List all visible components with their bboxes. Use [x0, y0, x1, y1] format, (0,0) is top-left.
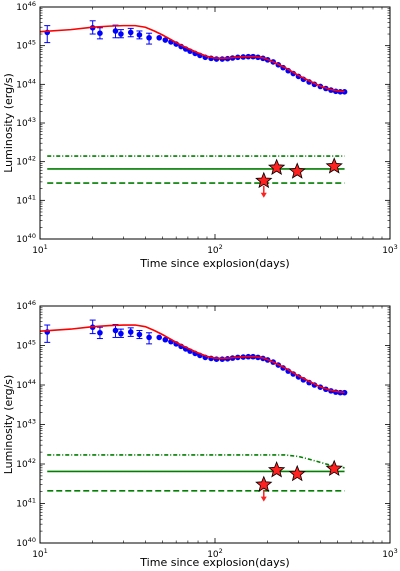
star-marker — [288, 464, 306, 482]
plot-area — [40, 319, 348, 502]
data-point — [118, 330, 124, 337]
y-tick-label: 1043 — [16, 116, 36, 129]
chart-panel-bottom: 1040 1041 1042 1043 1044 1045 1046 101 102 103 Tim… — [2, 299, 398, 569]
y-tick-label: 1042 — [16, 457, 36, 470]
y-tick-label: 1040 — [16, 536, 36, 549]
y-tick-label: 1042 — [16, 155, 36, 168]
star-marker — [325, 157, 343, 174]
x-tick-label: 102 — [207, 243, 223, 256]
data-point — [136, 331, 143, 338]
y-tick-label: 1044 — [16, 378, 36, 391]
data-point — [112, 327, 119, 334]
data-point — [97, 30, 103, 37]
upper-limit-arrowhead — [260, 496, 267, 502]
data-point — [156, 34, 163, 41]
star-marker — [255, 171, 273, 189]
y-axis-label: Luminosity (erg/s) — [2, 375, 15, 475]
chart-panel-top: 1040 1041 1042 1043 1044 1045 1046 101 102 103 Tim… — [2, 0, 398, 270]
x-tick-label: 101 — [32, 547, 48, 560]
y-tick-label: 1041 — [16, 497, 36, 510]
upper-limit-arrowhead — [260, 192, 267, 198]
y-tick-label: 1044 — [16, 77, 36, 90]
star-marker — [325, 459, 343, 477]
data-point — [341, 389, 348, 396]
data-point — [162, 37, 169, 43]
y-tick-label: 1045 — [16, 339, 36, 352]
x-tick-label: 103 — [382, 243, 398, 256]
y-axis-label: Luminosity (erg/s) — [2, 73, 15, 173]
x-axis-label: Time since explosion(days) — [139, 257, 289, 270]
data-point — [127, 329, 134, 335]
y-tick-label: 1041 — [16, 193, 36, 206]
y-tick-label: 1045 — [16, 39, 36, 52]
data-point — [341, 89, 348, 95]
star-marker — [267, 461, 286, 478]
x-tick-label: 103 — [382, 547, 398, 560]
x-tick-label: 102 — [207, 547, 223, 560]
star-marker — [255, 475, 273, 493]
model-curve — [40, 324, 345, 394]
data-point — [136, 32, 143, 38]
y-tick-label: 1046 — [16, 0, 36, 13]
data-point — [156, 334, 163, 341]
y-tick-label: 1046 — [16, 299, 36, 312]
star-marker — [267, 158, 286, 176]
data-point — [146, 334, 152, 341]
plot-area — [40, 20, 348, 198]
data-point — [162, 336, 169, 343]
data-point — [127, 29, 134, 36]
x-axis-label: Time since explosion(days) — [139, 556, 289, 569]
data-point — [112, 28, 119, 34]
data-point — [97, 329, 103, 336]
model-curve — [40, 24, 345, 93]
data-point — [146, 34, 152, 41]
x-tick-label: 101 — [32, 243, 48, 256]
data-point — [118, 31, 124, 37]
y-tick-label: 1040 — [16, 232, 36, 245]
star-marker — [288, 162, 306, 179]
y-tick-label: 1043 — [16, 418, 36, 431]
